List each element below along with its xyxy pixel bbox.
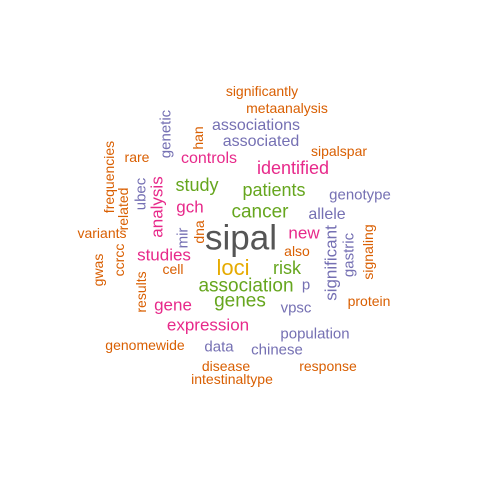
word-risk: risk bbox=[273, 258, 301, 278]
word-ubec: ubec bbox=[132, 177, 150, 211]
word-cancer: cancer bbox=[231, 201, 289, 223]
word-gastric: gastric bbox=[340, 232, 358, 278]
word-response: response bbox=[299, 358, 357, 374]
word-protein: protein bbox=[347, 293, 391, 309]
word-results: results bbox=[133, 271, 149, 313]
word-intestinaltype: intestinaltype bbox=[191, 371, 273, 387]
word-data: data bbox=[204, 338, 234, 356]
word-sipal: sipal bbox=[205, 218, 277, 258]
word-significant: significant bbox=[321, 225, 341, 301]
word-genomewide: genomewide bbox=[105, 337, 185, 353]
word-signaling: signaling bbox=[360, 224, 376, 280]
word-chinese: chinese bbox=[251, 341, 303, 359]
word-studies: studies bbox=[137, 245, 191, 265]
word-identified: identified bbox=[256, 158, 330, 178]
word-disease: disease bbox=[201, 358, 251, 374]
word-dna: dna bbox=[191, 220, 207, 244]
word-controls: controls bbox=[180, 150, 238, 167]
word-vpsc: vpsc bbox=[280, 299, 312, 317]
word-p: p bbox=[301, 276, 311, 294]
word-association: association bbox=[198, 275, 294, 297]
word-related: related bbox=[115, 187, 131, 231]
word-rare: rare bbox=[124, 149, 150, 165]
word-associated: associated bbox=[222, 133, 300, 150]
word-ccrcc: ccrcc bbox=[111, 243, 127, 277]
word-genotype: genotype bbox=[329, 186, 391, 204]
word-allele: allele bbox=[308, 206, 346, 223]
word-cell: cell bbox=[162, 261, 184, 277]
word-mir: mir bbox=[174, 227, 192, 249]
word-genetic: genetic bbox=[157, 109, 175, 159]
word-significantly: significantly bbox=[225, 83, 299, 99]
word-variants: variants bbox=[77, 225, 127, 241]
word-genes: genes bbox=[214, 290, 266, 312]
word-gch: gch bbox=[176, 197, 204, 217]
word-patients: patients bbox=[242, 180, 306, 200]
word-loci: loci bbox=[216, 255, 250, 280]
word-expression: expression bbox=[166, 315, 250, 335]
word-analysis: analysis bbox=[147, 176, 167, 238]
word-sipalspar: sipalspar bbox=[310, 143, 368, 159]
word-also: also bbox=[284, 243, 310, 259]
word-population: population bbox=[280, 325, 350, 343]
word-gwas: gwas bbox=[90, 253, 106, 287]
word-associations: associations bbox=[211, 117, 301, 134]
word-metaanalysis: metaanalysis bbox=[246, 100, 328, 116]
word-study: study bbox=[175, 175, 219, 195]
word-new: new bbox=[288, 223, 320, 243]
word-han: han bbox=[190, 126, 206, 150]
word-gene: gene bbox=[154, 295, 192, 315]
word-frequencies: frequencies bbox=[101, 140, 117, 214]
